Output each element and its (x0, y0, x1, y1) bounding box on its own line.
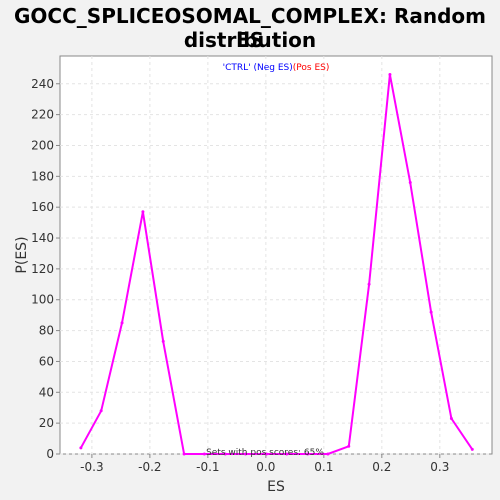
data-point (470, 447, 474, 451)
y-tick-label: 160 (31, 200, 54, 214)
legend-ctrl-label: 'CTRL' (Neg ES) (223, 63, 293, 73)
data-point (99, 409, 103, 413)
y-tick-label: 140 (31, 231, 54, 245)
data-point (223, 452, 227, 456)
plot-area (59, 55, 493, 455)
data-point (367, 282, 371, 286)
y-tick-label: 20 (39, 416, 54, 430)
y-tick-label: 240 (31, 77, 54, 91)
data-point (285, 452, 289, 456)
data-point (408, 180, 412, 184)
series-line (80, 74, 474, 455)
x-tick-label: -0.2 (138, 460, 161, 474)
y-axis-ticks: 0 20 40 60 80 100 120 140 160 180 200 220 240 (31, 77, 60, 461)
data-point (429, 310, 433, 314)
y-tick-label: 100 (31, 293, 54, 307)
series-points (79, 73, 474, 456)
y-tick-label: 40 (39, 385, 54, 399)
y-tick-label: 180 (31, 169, 54, 183)
data-point (306, 452, 310, 456)
y-tick-label: 200 (31, 138, 54, 152)
legend: 'CTRL' (Neg ES)(Pos ES) (223, 63, 330, 73)
x-tick-label: 0.0 (256, 460, 275, 474)
gridlines (60, 56, 492, 455)
x-tick-label: -0.3 (80, 460, 103, 474)
data-point (120, 321, 124, 325)
data-point (182, 452, 186, 456)
legend-pos-label: (Pos ES) (293, 63, 330, 73)
chart-title-line-2: distribution (183, 28, 317, 52)
pos-scores-annotation: Sets with pos scores: 65% (206, 448, 324, 458)
data-point (161, 339, 165, 343)
x-tick-label: 0.3 (430, 460, 449, 474)
data-point (244, 452, 248, 456)
y-tick-label: 220 (31, 108, 54, 122)
y-tick-label: 0 (46, 447, 54, 461)
chart-title-line-1: GOCC_SPLICEOSOMAL_COMPLEX: Random ES (14, 4, 486, 52)
data-point (347, 444, 351, 448)
y-axis-label: P(ES) (14, 236, 30, 273)
data-point (79, 446, 83, 450)
data-point (326, 452, 330, 456)
x-tick-label: 0.2 (372, 460, 391, 474)
data-point (202, 452, 206, 456)
x-tick-label: -0.1 (196, 460, 219, 474)
data-point (264, 452, 268, 456)
data-point (388, 73, 392, 77)
data-point (141, 210, 145, 214)
x-tick-label: 0.1 (314, 460, 333, 474)
y-tick-label: 80 (39, 324, 54, 338)
x-axis-ticks: -0.3 -0.2 -0.1 0.0 0.1 0.2 0.3 (80, 454, 449, 474)
y-tick-label: 120 (31, 262, 54, 276)
y-tick-label: 60 (39, 354, 54, 368)
data-point (449, 417, 453, 421)
x-axis-label: ES (267, 479, 285, 495)
